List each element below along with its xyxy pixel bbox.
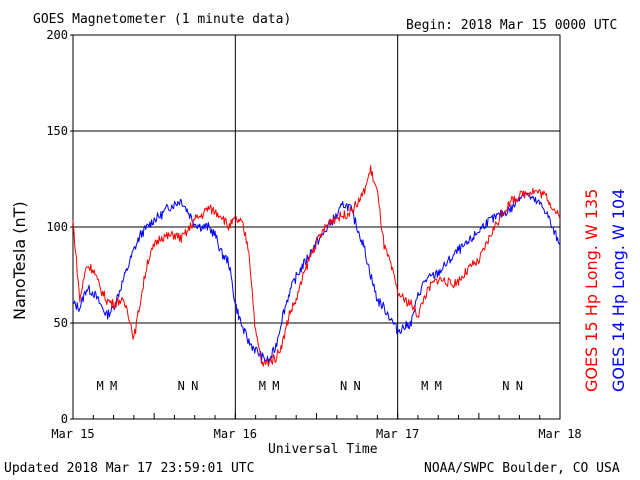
chart-title: GOES Magnetometer (1 minute data) <box>33 12 291 27</box>
marker-noon: N <box>191 379 198 393</box>
x-tick-label: Mar 16 <box>214 427 257 441</box>
y-axis-label: NanoTesla (nT) <box>10 201 29 320</box>
y-tick-label: 100 <box>46 220 68 234</box>
x-tick-label: Mar 15 <box>51 427 94 441</box>
marker-midnight: M <box>272 379 279 393</box>
marker-noon: N <box>502 379 509 393</box>
x-tick-labels: Mar 15 Mar 16 Mar 17 Mar 18 <box>51 427 581 441</box>
marker-midnight: M <box>421 379 428 393</box>
x-tick-label: Mar 17 <box>376 427 419 441</box>
grid <box>73 35 560 419</box>
marker-noon: N <box>178 379 185 393</box>
marker-noon: N <box>516 379 523 393</box>
y-tick-label: 200 <box>46 28 68 42</box>
marker-noon: N <box>353 379 360 393</box>
marker-midnight: M <box>259 379 266 393</box>
y-tick-labels: 0 50 100 150 200 <box>46 28 73 426</box>
legend-goes15: GOES 15 Hp Long. W 135 <box>582 189 601 392</box>
series-line-goes15 <box>72 165 561 367</box>
begin-time: Begin: 2018 Mar 15 0000 UTC <box>406 18 617 33</box>
marker-midnight: M <box>96 379 103 393</box>
marker-midnight: M <box>435 379 442 393</box>
marker-noon: N <box>340 379 347 393</box>
series-group <box>72 165 561 367</box>
y-tick-label: 150 <box>46 124 68 138</box>
credit: NOAA/SWPC Boulder, CO USA <box>424 461 620 476</box>
updated-time: Updated 2018 Mar 17 23:59:01 UTC <box>4 461 254 476</box>
x-axis-label: Universal Time <box>268 442 378 457</box>
x-tick-label: Mar 18 <box>538 427 581 441</box>
y-tick-label: 0 <box>61 412 68 426</box>
y-tick-label: 50 <box>54 316 68 330</box>
marker-midnight: M <box>110 379 117 393</box>
legend-goes14: GOES 14 Hp Long. W 104 <box>609 189 628 392</box>
